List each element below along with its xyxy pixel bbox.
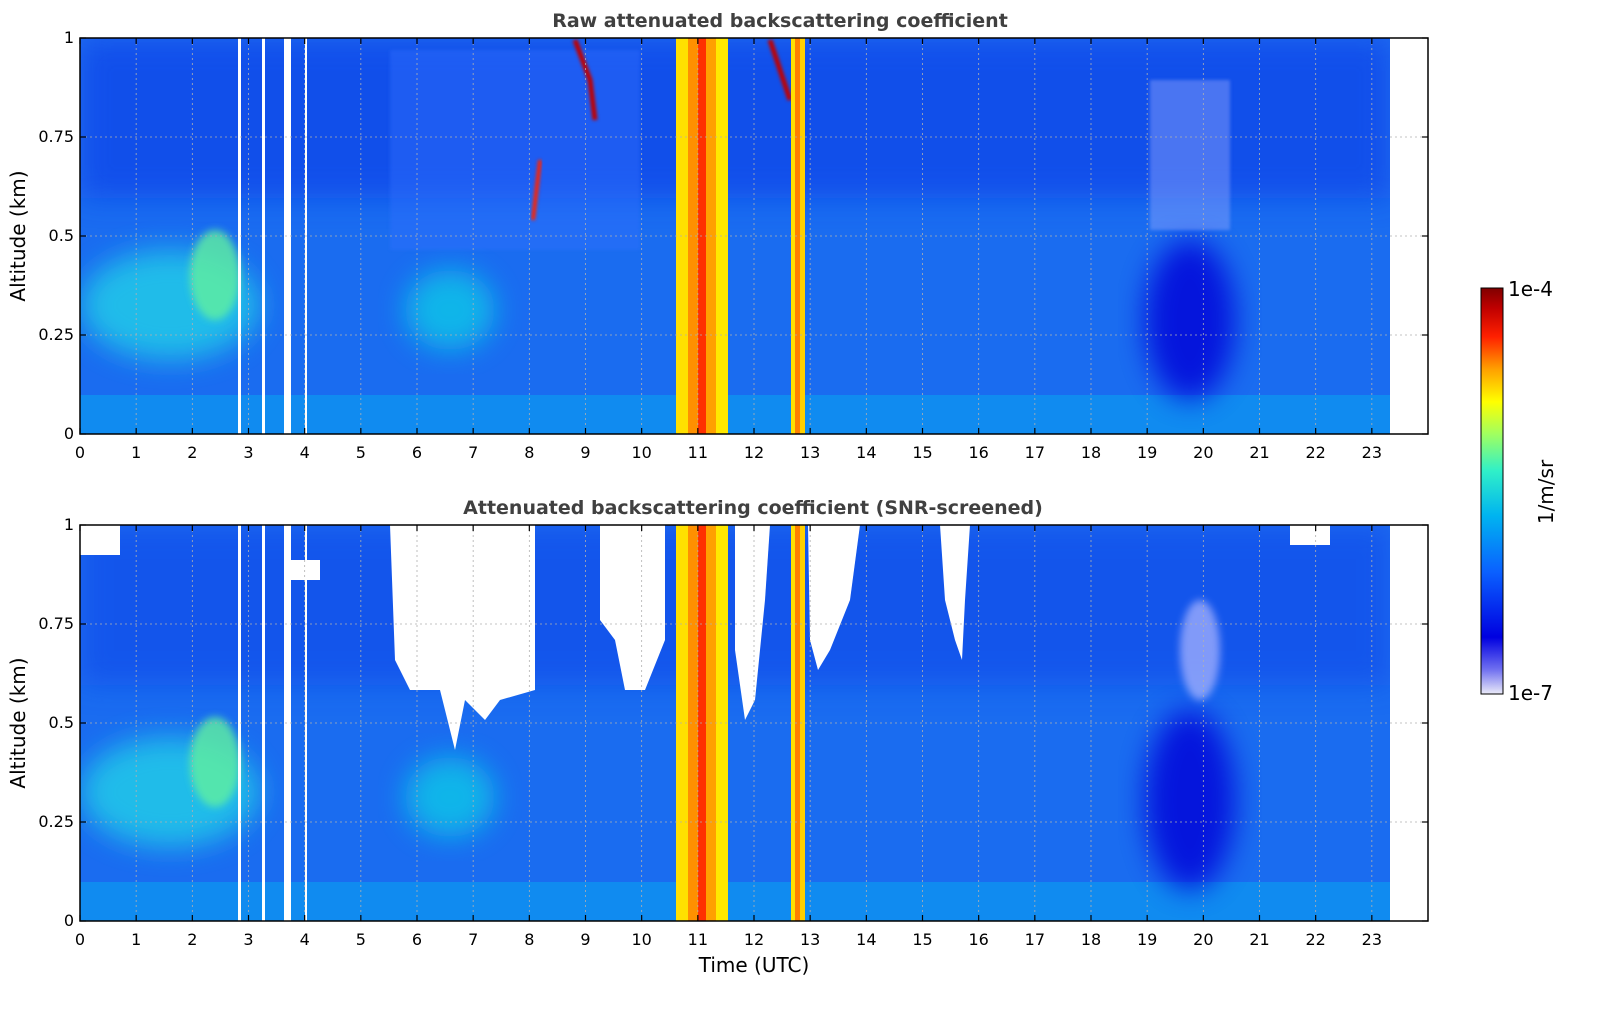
x-tick-label: 14	[856, 930, 876, 949]
x-tick-label: 15	[912, 930, 932, 949]
chart-title-screened: Attenuated backscattering coefficient (S…	[463, 497, 1043, 519]
x-ticks-screened: 0 1 2 3 4 5 6 7 8 9 10 11 12 13 14 15 16 17 18 19 20 21 22 23	[75, 525, 1382, 949]
gridlines-screened	[80, 525, 1428, 921]
x-tick-label: 21	[1249, 930, 1269, 949]
y-tick-label: 0.5	[49, 226, 74, 245]
x-tick-label: 10	[631, 930, 651, 949]
x-tick-label: 20	[1193, 443, 1213, 462]
x-tick-label: 4	[300, 930, 310, 949]
y-tick-label: 0.25	[38, 812, 74, 831]
x-tick-label: 13	[800, 930, 820, 949]
y-tick-label: 1	[64, 515, 74, 534]
y-ticks-raw: 0 0.25 0.5 0.75 1	[38, 28, 1428, 443]
x-tick-label: 7	[468, 443, 478, 462]
x-tick-label: 5	[356, 930, 366, 949]
x-tick-label: 16	[968, 443, 988, 462]
x-tick-label: 5	[356, 443, 366, 462]
gridlines-raw	[80, 38, 1428, 434]
colorbar-unit-label: 1/m/sr	[1534, 459, 1558, 524]
x-tick-label: 2	[187, 930, 197, 949]
x-tick-label: 18	[1081, 930, 1101, 949]
y-tick-label: 0.75	[38, 127, 74, 146]
y-tick-label: 0.25	[38, 325, 74, 344]
x-tick-label: 6	[412, 930, 422, 949]
x-tick-label: 9	[580, 443, 590, 462]
x-tick-label: 14	[856, 443, 876, 462]
chart-title-raw: Raw attenuated backscattering coefficien…	[552, 10, 1008, 32]
x-tick-label: 20	[1193, 930, 1213, 949]
y-axis-label-raw: Altitude (km)	[6, 170, 30, 301]
y-ticks-screened: 0 0.25 0.5 0.75 1	[38, 515, 1428, 930]
x-tick-label: 19	[1137, 930, 1157, 949]
x-tick-label: 9	[580, 930, 590, 949]
panel-raw: Raw attenuated backscattering coefficien…	[6, 10, 1429, 462]
x-tick-label: 6	[412, 443, 422, 462]
x-tick-label: 12	[744, 930, 764, 949]
x-tick-label: 10	[631, 443, 651, 462]
colorbar-min-label: 1e-7	[1508, 681, 1553, 705]
y-tick-label: 0	[64, 424, 74, 443]
x-tick-label: 11	[688, 443, 708, 462]
x-tick-label: 19	[1137, 443, 1157, 462]
y-tick-label: 0.75	[38, 614, 74, 633]
y-tick-label: 1	[64, 28, 74, 47]
x-tick-label: 1	[131, 443, 141, 462]
x-tick-label: 13	[800, 443, 820, 462]
x-tick-label: 16	[968, 930, 988, 949]
x-tick-label: 22	[1305, 930, 1325, 949]
x-tick-label: 0	[75, 930, 85, 949]
colorbar-gradient	[1480, 287, 1504, 695]
x-tick-label: 18	[1081, 443, 1101, 462]
y-axis-label-screened: Altitude (km)	[6, 657, 30, 788]
colorbar-max-label: 1e-4	[1508, 277, 1553, 301]
x-tick-label: 21	[1249, 443, 1269, 462]
x-tick-label: 15	[912, 443, 932, 462]
panel-screened: Attenuated backscattering coefficient (S…	[6, 497, 1429, 977]
x-tick-label: 11	[688, 930, 708, 949]
x-tick-label: 1	[131, 930, 141, 949]
x-tick-label: 4	[300, 443, 310, 462]
x-tick-label: 23	[1362, 930, 1382, 949]
x-tick-label: 3	[243, 930, 253, 949]
x-tick-label: 17	[1025, 443, 1045, 462]
x-tick-label: 7	[468, 930, 478, 949]
x-tick-label: 12	[744, 443, 764, 462]
y-tick-label: 0.5	[49, 713, 74, 732]
x-tick-label: 3	[243, 443, 253, 462]
x-ticks-raw: 0 1 2 3 4 5 6 7 8 9 10 11 12 13 14 15 16 17 18 19 20 21 22 23	[75, 38, 1382, 462]
x-tick-label: 17	[1025, 930, 1045, 949]
colorbar: 1e-4 1e-7 1/m/sr	[1480, 277, 1558, 705]
x-tick-label: 8	[524, 930, 534, 949]
screened-regions	[80, 525, 1330, 750]
y-tick-label: 0	[64, 911, 74, 930]
x-tick-label: 2	[187, 443, 197, 462]
x-tick-label: 0	[75, 443, 85, 462]
x-tick-label: 22	[1305, 443, 1325, 462]
x-tick-label: 23	[1362, 443, 1382, 462]
x-tick-label: 8	[524, 443, 534, 462]
x-axis-label: Time (UTC)	[698, 953, 810, 977]
